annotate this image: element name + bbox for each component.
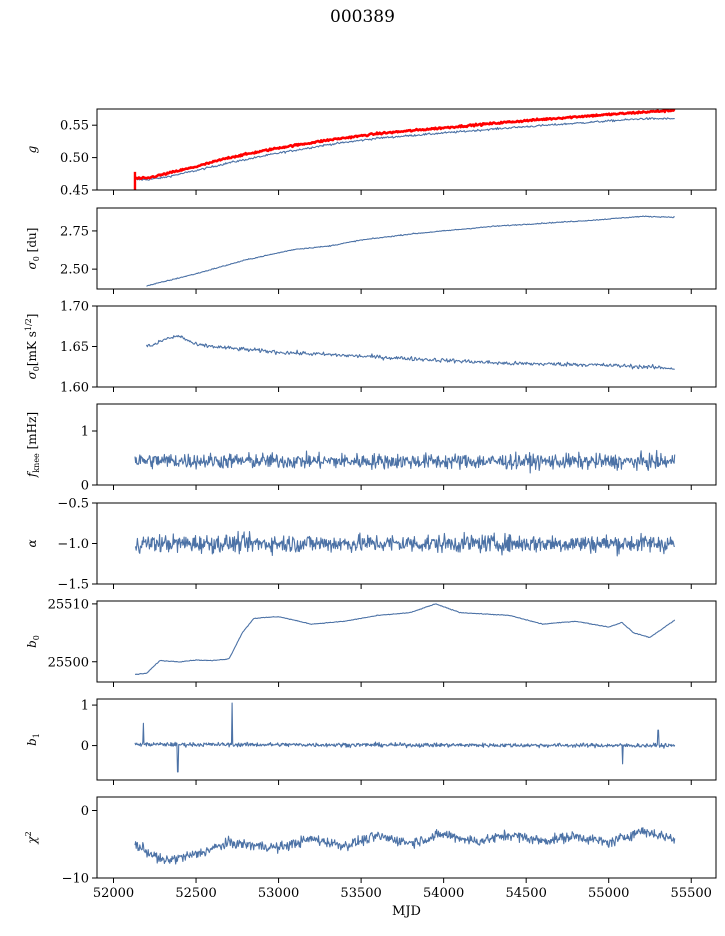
- y-tick-label: 2.50: [60, 263, 89, 278]
- y-axis-label: σ0 [du]: [25, 228, 41, 270]
- reference-series-line: [134, 109, 676, 180]
- series-line: [134, 530, 676, 557]
- chart-title: 000389: [330, 7, 395, 27]
- y-axis-label: χ2: [24, 831, 39, 844]
- y-tick-label: 2.75: [60, 224, 89, 239]
- y-tick-label: −10: [62, 872, 89, 887]
- y-tick-label: 0: [81, 739, 89, 754]
- x-tick-label: 55000: [588, 886, 629, 901]
- x-tick-label: 52500: [175, 886, 216, 901]
- x-tick-label: 55500: [671, 886, 712, 901]
- series-line: [134, 702, 676, 773]
- panel-frame: [96, 796, 717, 879]
- series-line: [134, 117, 675, 181]
- y-tick-label: 1.65: [60, 340, 89, 355]
- series-line: [135, 603, 676, 675]
- y-axis-label: g: [25, 145, 39, 153]
- series-line: [146, 334, 675, 370]
- y-tick-label: −1.5: [57, 578, 89, 593]
- series-line: [146, 215, 675, 287]
- series-line: [134, 827, 676, 865]
- y-tick-label: −1.0: [57, 537, 89, 552]
- panel-frame: [96, 305, 717, 388]
- y-tick-label: 25500: [48, 655, 89, 670]
- panel-frame: [96, 698, 717, 781]
- x-axis-label: MJD: [392, 904, 421, 919]
- y-axis-label: σ0[mK s1/2]: [24, 314, 41, 380]
- y-tick-label: 25510: [48, 597, 89, 612]
- series-line: [134, 449, 676, 474]
- y-tick-label: 1.60: [60, 381, 89, 396]
- x-tick-label: 54000: [423, 886, 464, 901]
- y-axis-label: α: [25, 539, 39, 547]
- panel-frame: [96, 403, 717, 486]
- y-tick-label: 1.70: [60, 300, 89, 315]
- x-tick-label: 53500: [340, 886, 381, 901]
- panel-frame: [96, 600, 717, 683]
- y-tick-label: 0.55: [60, 119, 89, 134]
- x-tick-label: 52000: [93, 886, 134, 901]
- x-tick-label: 54500: [505, 886, 546, 901]
- panel-frame: [96, 207, 717, 290]
- x-tick-label: 53000: [258, 886, 299, 901]
- y-axis-label: fknee [mHz]: [25, 412, 41, 478]
- y-tick-label: 0.50: [60, 151, 89, 166]
- y-tick-label: 0: [81, 479, 89, 494]
- y-tick-label: −0.5: [57, 497, 89, 512]
- y-tick-label: 0.45: [60, 184, 89, 199]
- y-tick-label: 1: [81, 425, 89, 440]
- y-tick-label: 0: [81, 804, 89, 819]
- y-axis-label: b1: [25, 733, 41, 746]
- y-axis-label: b0: [25, 635, 41, 648]
- panel-frame: [96, 108, 717, 191]
- y-tick-label: 1: [81, 699, 89, 714]
